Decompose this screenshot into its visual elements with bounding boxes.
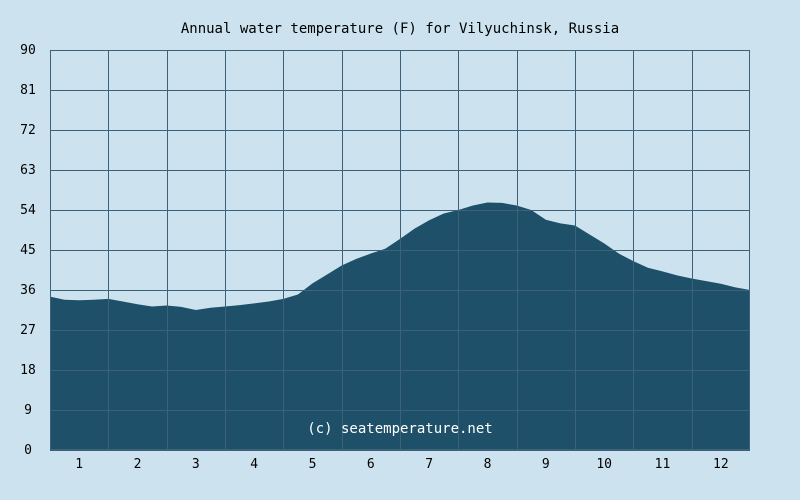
grid-lines xyxy=(50,50,750,451)
x-tick-label: 8 xyxy=(484,457,492,472)
x-tick-label: 11 xyxy=(655,457,671,472)
y-tick-label: 63 xyxy=(20,163,36,178)
x-tick-label: 9 xyxy=(542,457,550,472)
y-tick-label: 9 xyxy=(24,403,32,418)
chart-title: Annual water temperature (F) for Vilyuch… xyxy=(181,21,619,37)
y-tick-label: 45 xyxy=(20,243,36,258)
x-tick-label: 6 xyxy=(367,457,375,472)
watermark: (c) seatemperature.net xyxy=(307,421,492,437)
y-tick-label: 81 xyxy=(20,83,36,98)
plot-frame xyxy=(50,50,750,450)
x-tick-label: 3 xyxy=(192,457,200,472)
x-tick-label: 7 xyxy=(425,457,433,472)
x-tick-label: 12 xyxy=(713,457,729,472)
y-tick-label: 36 xyxy=(20,283,36,298)
y-tick-label: 18 xyxy=(20,363,36,378)
y-tick-label: 54 xyxy=(20,203,36,218)
x-tick-label: 2 xyxy=(134,457,142,472)
x-tick-label: 5 xyxy=(309,457,317,472)
x-tick-label: 10 xyxy=(596,457,612,472)
y-tick-label: 0 xyxy=(24,443,32,458)
x-tick-label: 4 xyxy=(250,457,258,472)
x-tick-label: 1 xyxy=(75,457,83,472)
y-tick-label: 27 xyxy=(20,323,36,338)
y-tick-label: 72 xyxy=(20,123,36,138)
y-tick-label: 90 xyxy=(20,43,36,58)
y-axis-ticks: 0 9 18 27 36 45 54 63 72 81 90 xyxy=(20,43,36,458)
x-axis-ticks: 1 2 3 4 5 6 7 8 9 10 11 12 xyxy=(75,457,728,472)
